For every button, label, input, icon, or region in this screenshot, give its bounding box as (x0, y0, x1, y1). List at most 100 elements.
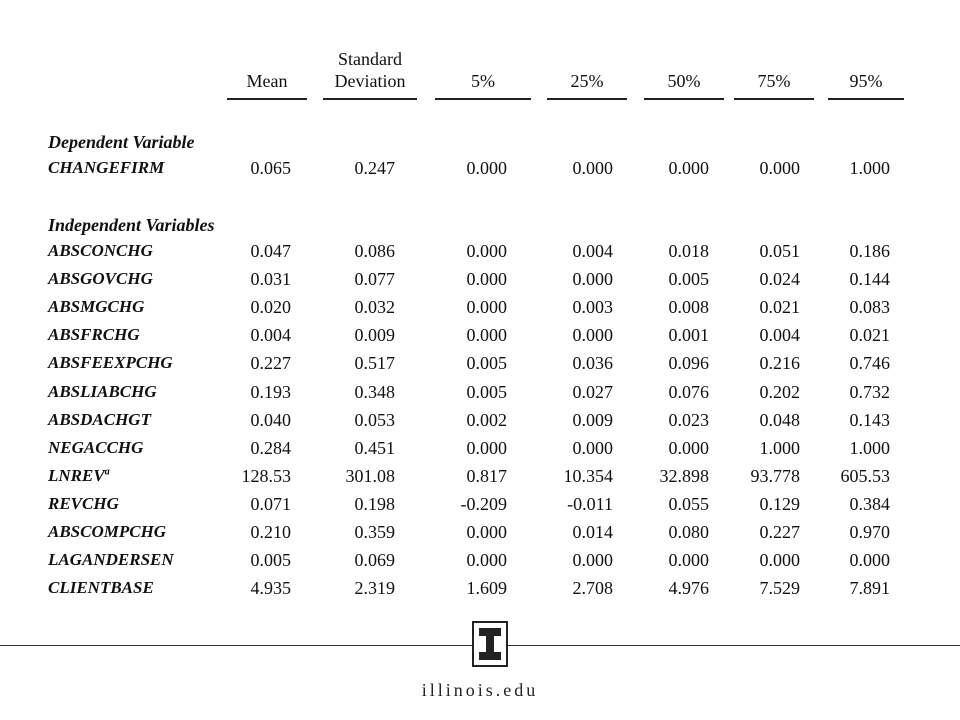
variable-name: ABSMGCHG (48, 297, 145, 317)
value-cell: 0.071 (250, 493, 292, 514)
value-cell: 0.065 (250, 158, 292, 178)
value-cell: 0.069 (354, 550, 396, 571)
value-cell: 0.009 (572, 409, 614, 430)
value-cell: 0.083 (849, 297, 891, 318)
value-cell: 0.023 (668, 409, 710, 430)
value-cell: 7.529 (759, 578, 801, 599)
column-header-p5: 5% (471, 71, 495, 91)
value-cell: 0.077 (354, 269, 396, 290)
value-cell: 0.000 (466, 522, 508, 542)
value-cell: 0.020 (250, 297, 292, 318)
value-cell: 0.021 (849, 325, 891, 346)
value-cell: 0.005 (466, 353, 508, 374)
value-cell: 0.080 (668, 522, 710, 542)
value-cell: 0.000 (668, 158, 710, 178)
value-cell: 0.027 (572, 381, 614, 402)
column-header-p25: 25% (570, 71, 604, 91)
value-cell: 4.976 (668, 578, 710, 599)
value-cell: 0.000 (572, 325, 614, 346)
variable-name: LNREV (48, 465, 105, 485)
column-header-sd: Deviation (334, 71, 406, 91)
value-cell: 0.036 (572, 353, 614, 374)
value-cell: 0.096 (668, 353, 710, 374)
value-cell: 1.000 (759, 437, 801, 458)
column-header-p95: 95% (849, 71, 883, 91)
value-cell: 0.746 (849, 353, 891, 374)
value-cell: 0.000 (572, 158, 614, 178)
value-cell: 0.047 (250, 241, 292, 261)
variable-label: LNREVa (48, 465, 110, 487)
value-cell: 0.000 (466, 297, 508, 318)
value-cell: 0.129 (759, 493, 801, 514)
value-cell: 128.53 (241, 465, 292, 486)
value-cell: 0.021 (759, 297, 801, 318)
value-cell: 0.031 (250, 269, 292, 290)
column-header-underline (644, 98, 724, 100)
value-cell: 0.210 (250, 522, 292, 542)
column-header-p75: 75% (757, 71, 791, 91)
value-cell: 0.000 (668, 550, 710, 571)
variable-name: NEGACCHG (48, 437, 144, 457)
value-cell: 0.000 (759, 158, 801, 178)
value-cell: 1.000 (849, 158, 891, 178)
value-cell: 0.000 (668, 437, 710, 458)
variable-label: ABSFRCHG (48, 324, 140, 346)
value-cell: 2.708 (572, 578, 614, 599)
value-cell: 0.003 (572, 297, 614, 318)
value-cell: 0.384 (849, 493, 891, 514)
value-cell: 0.216 (759, 353, 801, 374)
variable-label: ABSGOVCHG (48, 268, 153, 290)
variable-label: CHANGEFIRM (48, 157, 164, 179)
variable-label: ABSCONCHG (48, 240, 153, 262)
value-cell: 0.517 (354, 353, 396, 374)
variable-name: ABSDACHGT (48, 409, 151, 429)
value-cell: 4.935 (250, 578, 292, 599)
value-cell: 0.000 (849, 550, 891, 571)
value-cell: 0.001 (668, 325, 710, 346)
value-cell: 93.778 (750, 465, 801, 486)
value-cell: 0.032 (354, 297, 396, 318)
value-cell: 0.198 (354, 493, 396, 514)
value-cell: 0.284 (250, 437, 292, 458)
column-header-sd: Standard (338, 49, 402, 69)
value-cell: -0.011 (567, 493, 613, 514)
variable-name: ABSCOMPCHG (48, 522, 167, 541)
value-cell: 2.319 (354, 578, 396, 599)
value-cell: 0.451 (354, 437, 396, 458)
value-cell: 0.202 (759, 381, 801, 402)
value-cell: 301.08 (345, 465, 396, 486)
variable-label: REVCHG (48, 493, 119, 515)
value-cell: 0.348 (354, 381, 396, 402)
value-cell: 0.732 (849, 381, 891, 402)
value-cell: 32.898 (659, 465, 710, 486)
site-url: illinois.edu (421, 680, 539, 700)
value-cell: 0.817 (466, 465, 508, 486)
column-header-underline (547, 98, 627, 100)
variable-label: LAGANDERSEN (48, 549, 174, 571)
variable-name: CHANGEFIRM (48, 158, 165, 177)
value-cell: 0.186 (849, 241, 891, 261)
value-cell: 0.002 (466, 409, 508, 430)
value-cell: 0.024 (759, 269, 801, 290)
variable-name: ABSCONCHG (48, 241, 153, 260)
value-cell: 0.000 (466, 269, 508, 290)
value-cell: 0.000 (759, 550, 801, 571)
value-cell: 0.086 (354, 241, 396, 261)
variable-label: ABSMGCHG (48, 296, 144, 318)
variable-label: ABSDACHGT (48, 409, 151, 431)
value-cell: 0.000 (466, 325, 508, 346)
variable-label: CLIENTBASE (48, 577, 154, 599)
variable-name: REVCHG (48, 493, 119, 513)
value-cell: 0.014 (572, 522, 614, 542)
value-cell: -0.209 (460, 493, 508, 514)
column-header-underline (734, 98, 814, 100)
illinois-logo-icon (472, 621, 508, 667)
value-cell: 0.005 (250, 550, 292, 571)
value-cell: 0.359 (354, 522, 396, 542)
variable-name: ABSFRCHG (48, 325, 140, 345)
value-cell: 0.008 (668, 297, 710, 318)
column-header-p50: 50% (667, 71, 701, 91)
column-header-underline (227, 98, 307, 100)
variable-label: ABSCOMPCHG (48, 521, 166, 543)
column-header-underline (828, 98, 904, 100)
